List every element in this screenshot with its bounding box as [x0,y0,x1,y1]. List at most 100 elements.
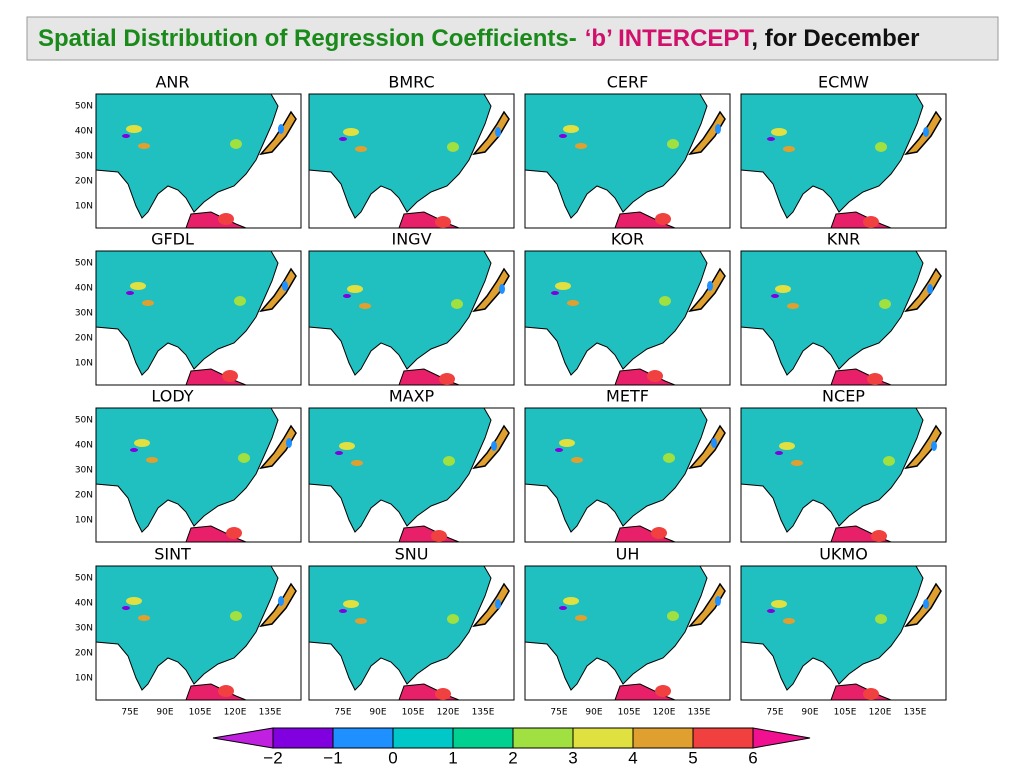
land [740,250,924,376]
anomaly [435,688,451,700]
anomaly [447,142,459,152]
lon-label: 75E [550,708,567,718]
anomaly [567,300,579,306]
japan [472,267,510,313]
lat-label: 50N [75,102,93,112]
map-panel [740,407,947,543]
anomaly [771,600,787,608]
land [308,250,492,376]
anomaly [559,134,567,138]
anomaly [278,124,284,134]
lat-label: 40N [75,599,93,609]
lon-label: 90E [369,708,386,718]
anomaly [707,281,713,291]
anomaly [218,685,234,697]
map-panel [308,407,515,543]
japan [472,110,510,156]
colorbar-label: 6 [748,748,757,767]
panel-label: GFDL [151,230,194,249]
anomaly [663,453,675,463]
anomaly [278,596,284,606]
panel-label: KOR [611,230,644,249]
land [524,565,708,691]
anomaly [126,597,142,605]
panel-label: ANR [155,73,189,92]
anomaly [343,600,359,608]
map-panel [95,407,302,543]
lon-label: 105E [618,708,641,718]
anomaly [138,615,150,621]
anomaly [667,611,679,621]
lon-label: 105E [834,708,857,718]
anomaly [715,124,721,134]
anomaly [355,618,367,624]
anomaly [138,143,150,149]
lon-label: 135E [259,708,282,718]
map-panel [95,93,302,229]
lat-label: 30N [75,624,93,634]
land [308,93,492,219]
anomaly [771,294,779,298]
anomaly [343,128,359,136]
colorbar-box [272,727,334,749]
anomaly [563,125,579,133]
lon-label: 75E [334,708,351,718]
anomaly [771,128,787,136]
anomaly [122,134,130,138]
lon-label: 105E [402,708,425,718]
lat-label: 50N [75,574,93,584]
anomaly [775,285,791,293]
panel-label: UKMO [819,545,868,564]
colorbar-box [332,727,394,749]
anomaly [439,373,455,385]
anomaly [555,282,571,290]
anomaly [555,448,563,452]
lon-label: 120E [224,708,247,718]
anomaly [435,216,451,228]
colorbar-label: −2 [263,748,282,767]
land [740,407,924,533]
anomaly [226,527,242,539]
map-panel [308,250,515,386]
anomaly [711,438,717,448]
anomaly [883,456,895,466]
panel-label: ECMW [818,73,869,92]
lon-label: 105E [189,708,212,718]
land [740,565,924,691]
anomaly [351,460,363,466]
land [524,250,708,376]
lon-label: 120E [869,708,892,718]
anomaly [126,125,142,133]
map-panel [740,93,947,229]
colorbar-box [452,727,514,749]
anomaly [871,530,887,542]
anomaly [655,685,671,697]
lat-label: 40N [75,441,93,451]
lat-label: 20N [75,491,93,501]
islands [614,368,676,386]
anomaly [575,615,587,621]
anomaly [863,216,879,228]
anomaly [551,291,559,295]
map-panel [308,565,515,701]
anomaly [451,299,463,309]
land [308,565,492,691]
anomaly [130,448,138,452]
anomaly [791,460,803,466]
anomaly [647,370,663,382]
lon-label: 90E [156,708,173,718]
anomaly [667,139,679,149]
map-panel [740,250,947,386]
title: Spatial Distribution of Regression Coeff… [38,25,919,52]
land [524,93,708,219]
colorbar-label: 2 [508,748,517,767]
anomaly [923,127,929,137]
land [740,93,924,219]
anomaly [339,137,347,141]
lon-label: 90E [801,708,818,718]
anomaly [775,451,783,455]
colorbar-box [572,727,634,749]
map-panel [740,565,947,701]
panel-label: METF [606,387,649,406]
